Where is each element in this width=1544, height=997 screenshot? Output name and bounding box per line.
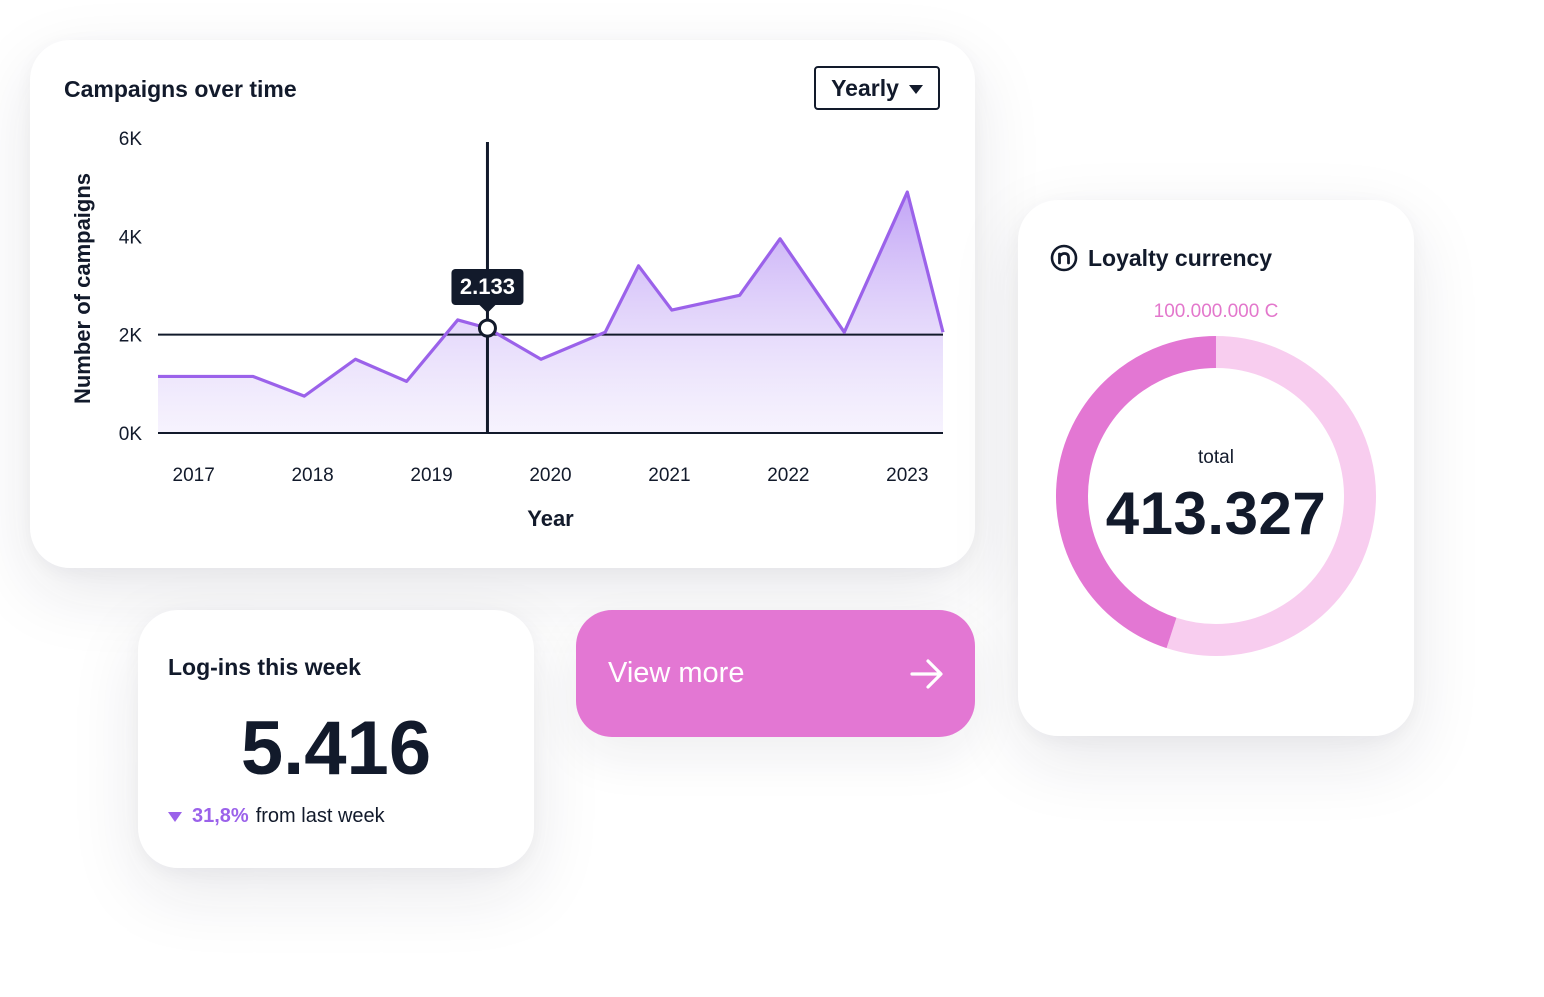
- x-axis-title: Year: [527, 506, 574, 531]
- y-tick-label: 6K: [119, 129, 143, 150]
- x-tick-label: 2021: [648, 465, 690, 486]
- caret-down-icon: [168, 811, 182, 822]
- loyalty-cap-label: 100.000.000 C: [1153, 301, 1279, 322]
- y-tick-label: 0K: [119, 424, 143, 445]
- y-tick-label: 4K: [119, 227, 143, 248]
- n-coin-icon: [1050, 244, 1078, 272]
- logins-change-suffix: from last week: [255, 805, 385, 827]
- donut-total-label: total: [1198, 447, 1234, 468]
- logins-value: 5.416: [240, 706, 432, 791]
- caret-down-icon: [908, 84, 923, 94]
- x-tick-label: 2023: [886, 465, 928, 486]
- donut-total-value: 413.327: [1105, 480, 1327, 547]
- donut-segment-light: [1166, 336, 1376, 656]
- campaigns-card: Campaigns over time Yearly 0K 2K 4K 6K 2017 2…: [30, 40, 975, 568]
- x-tick-label: 2018: [291, 465, 333, 486]
- period-select[interactable]: Yearly: [814, 66, 940, 110]
- period-select-value: Yearly: [831, 74, 899, 101]
- view-more-label: View more: [608, 657, 745, 689]
- donut-segment-dark: [1056, 336, 1217, 649]
- loyalty-donut-chart: [1056, 336, 1376, 656]
- y-axis-title: Number of campaigns: [70, 173, 95, 404]
- loyalty-title: Loyalty currency: [1088, 244, 1273, 271]
- arrow-right-icon: [910, 659, 943, 689]
- loyalty-header: Loyalty currency: [1050, 244, 1272, 272]
- x-tick-label: 2020: [529, 465, 571, 486]
- logins-change-percent: 31,8%: [192, 805, 249, 827]
- loyalty-card: Loyalty currency 100.000.000 C total 413…: [1018, 200, 1414, 736]
- chart-title: Campaigns over time: [64, 76, 297, 102]
- view-more-button[interactable]: View more: [576, 610, 975, 737]
- logins-title: Log-ins this week: [168, 654, 361, 680]
- x-tick-label: 2019: [410, 465, 452, 486]
- logins-change: 31,8% from last week: [168, 805, 385, 828]
- series-line: [158, 190, 945, 398]
- logins-card: Log-ins this week 5.416 31,8% from last …: [138, 610, 534, 868]
- y-tick-label: 2K: [119, 326, 143, 347]
- chart-area-fill: [158, 192, 943, 433]
- chart-tooltip: 2.133: [451, 269, 523, 314]
- highlight-point: [477, 318, 497, 338]
- x-tick-label: 2022: [767, 465, 809, 486]
- x-tick-label: 2017: [173, 465, 215, 486]
- campaigns-chart[interactable]: 0K 2K 4K 6K 2017 2018 2019 2020 2021 2022 2023 Year…: [30, 40, 975, 568]
